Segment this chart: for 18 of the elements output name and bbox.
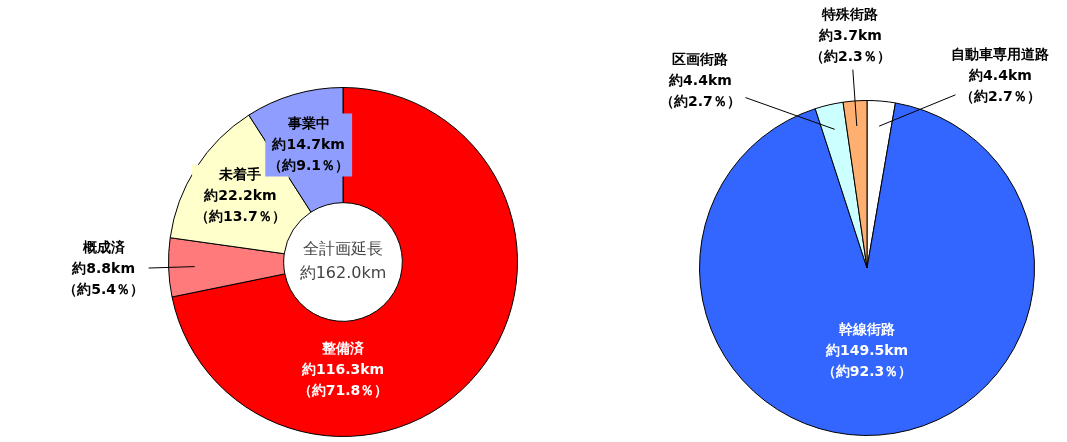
data-label: 約22.2km （約13.7％） bbox=[195, 186, 286, 224]
slice-label: 特殊街路 bbox=[821, 5, 879, 22]
data-label: 約149.5km （約92.3％） bbox=[821, 342, 913, 380]
slice-label: 概成済 bbox=[81, 239, 126, 256]
data-label: 約4.4km （約2.7％） bbox=[660, 72, 741, 110]
slice-label: 事業中 bbox=[286, 114, 330, 131]
data-label: 約3.7km （約2.3％） bbox=[810, 26, 891, 64]
slice-label: 自動車専用道路 bbox=[951, 45, 1050, 62]
slice-label: 幹線街路 bbox=[839, 321, 895, 338]
slice-label: 整備済 bbox=[321, 339, 365, 356]
data-label: 約116.3km （約71.8％） bbox=[297, 360, 389, 398]
data-label: 約14.7km （約9.1％） bbox=[268, 135, 350, 173]
slice-label: 区画街路 bbox=[672, 51, 729, 68]
data-label: 約8.8km （約5.4％） bbox=[63, 260, 145, 298]
text: 全計画延長 bbox=[303, 239, 383, 259]
slice-label: 未着手 bbox=[218, 165, 262, 182]
text: 約162.0km bbox=[299, 263, 387, 283]
data-label: 約4.4km （約2.7％） bbox=[960, 66, 1041, 104]
